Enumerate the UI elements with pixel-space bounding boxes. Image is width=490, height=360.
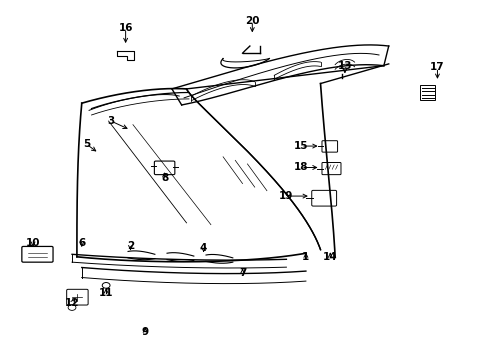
Text: 17: 17 xyxy=(430,63,445,72)
Text: 2: 2 xyxy=(127,241,134,251)
FancyBboxPatch shape xyxy=(154,161,175,175)
Text: 11: 11 xyxy=(99,288,113,297)
Text: 10: 10 xyxy=(26,238,40,248)
Text: 14: 14 xyxy=(323,252,338,262)
FancyBboxPatch shape xyxy=(312,190,337,206)
Circle shape xyxy=(68,305,76,310)
FancyBboxPatch shape xyxy=(22,247,53,262)
Text: 12: 12 xyxy=(65,298,79,308)
FancyBboxPatch shape xyxy=(67,289,88,305)
Text: 1: 1 xyxy=(302,252,310,262)
Text: 16: 16 xyxy=(119,23,133,33)
Text: 5: 5 xyxy=(83,139,90,149)
FancyBboxPatch shape xyxy=(322,162,341,175)
Text: 6: 6 xyxy=(78,238,85,248)
Text: 8: 8 xyxy=(161,173,168,183)
Text: 4: 4 xyxy=(200,243,207,253)
Circle shape xyxy=(102,283,110,288)
Text: 20: 20 xyxy=(245,16,260,26)
Text: 13: 13 xyxy=(338,61,352,71)
Bar xyxy=(420,85,435,100)
Text: 18: 18 xyxy=(294,162,308,172)
Text: 15: 15 xyxy=(294,141,308,151)
FancyBboxPatch shape xyxy=(322,141,338,152)
Text: 19: 19 xyxy=(279,191,294,201)
Text: 7: 7 xyxy=(239,268,246,278)
Text: 3: 3 xyxy=(107,116,115,126)
Text: 9: 9 xyxy=(142,327,148,337)
